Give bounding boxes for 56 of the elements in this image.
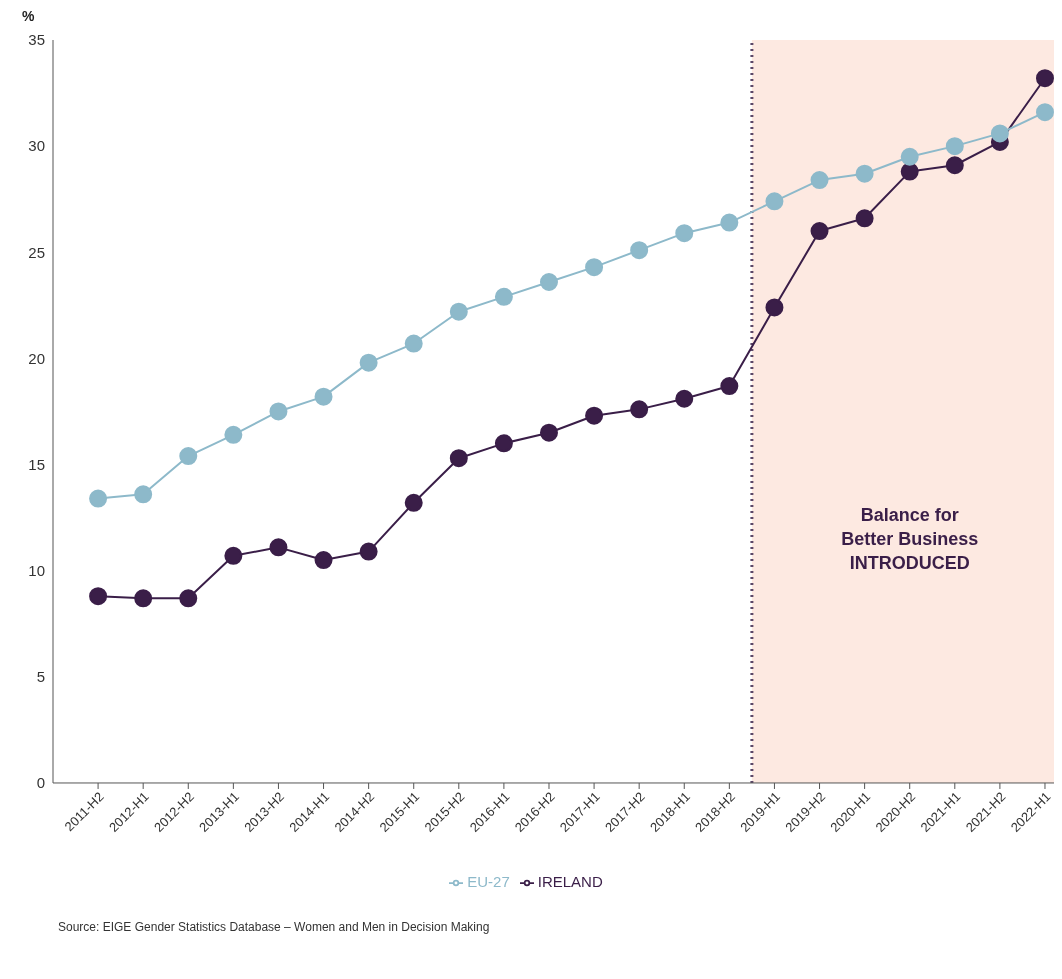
point xyxy=(314,551,333,570)
point xyxy=(314,387,333,406)
point xyxy=(224,425,243,444)
point xyxy=(765,192,784,211)
point xyxy=(269,538,288,557)
point xyxy=(494,434,513,453)
y-tick-label: 5 xyxy=(36,668,45,686)
point xyxy=(449,302,468,321)
point xyxy=(720,213,739,232)
point xyxy=(449,449,468,468)
point xyxy=(539,273,558,291)
point xyxy=(1035,103,1054,122)
point xyxy=(359,353,378,372)
y-tick-label: 10 xyxy=(28,562,45,580)
y-axis-title: % xyxy=(21,8,36,26)
point xyxy=(945,156,964,175)
point xyxy=(1035,69,1054,88)
point xyxy=(810,171,829,190)
point xyxy=(675,224,694,243)
band-label: Balance for Better Business INTRODUCED xyxy=(841,505,979,574)
point xyxy=(585,258,604,277)
y-tick-label: 0 xyxy=(36,774,45,792)
point xyxy=(585,406,604,425)
y-tick-label: 35 xyxy=(28,31,45,49)
legend-label: EU-27 xyxy=(467,872,510,890)
point xyxy=(494,287,513,306)
point xyxy=(224,546,243,565)
legend-label: IRELAND xyxy=(537,872,603,890)
point xyxy=(404,334,423,353)
point xyxy=(630,241,649,260)
point xyxy=(990,124,1009,143)
point xyxy=(720,377,739,396)
point xyxy=(810,222,829,241)
point xyxy=(89,489,108,508)
point xyxy=(675,389,694,408)
point xyxy=(855,209,874,228)
point xyxy=(630,400,649,419)
point xyxy=(134,485,153,504)
y-tick-label: 30 xyxy=(28,137,45,155)
point xyxy=(179,447,198,466)
point xyxy=(269,402,288,421)
point xyxy=(89,587,108,606)
point xyxy=(539,423,558,442)
point xyxy=(179,589,198,608)
point xyxy=(945,137,964,156)
point xyxy=(134,589,153,608)
point xyxy=(900,162,919,181)
y-tick-label: 20 xyxy=(28,349,45,367)
y-tick-label: 25 xyxy=(28,243,45,261)
point xyxy=(855,164,874,183)
source-note: Source: EIGE Gender Statistics Database – Women and Men in Decision Making xyxy=(57,920,491,934)
point xyxy=(900,147,919,166)
y-tick-label: 15 xyxy=(28,455,45,473)
point xyxy=(765,298,784,317)
point xyxy=(359,542,378,561)
point xyxy=(404,493,423,512)
